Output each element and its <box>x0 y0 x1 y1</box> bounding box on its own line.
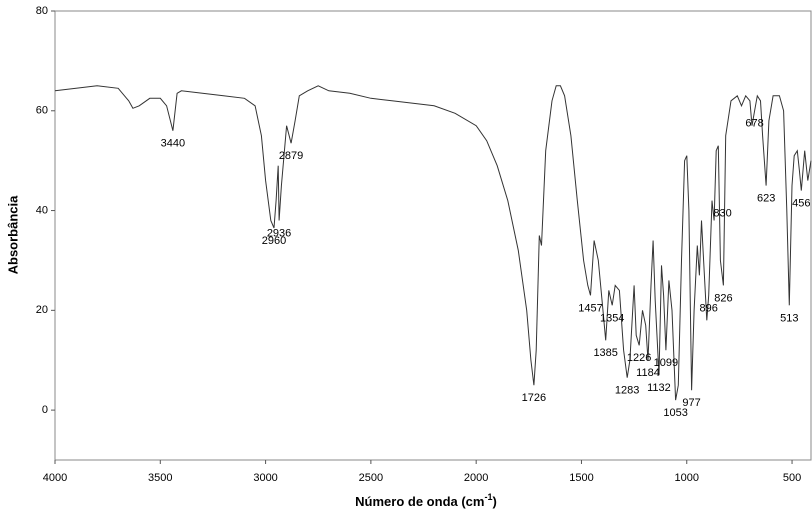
peak-label: 623 <box>757 193 775 205</box>
peak-label: 2936 <box>267 227 291 239</box>
peak-label: 2960 <box>262 235 286 247</box>
y-tick-label: 80 <box>36 5 48 17</box>
x-axis-label-tail: ) <box>492 494 496 509</box>
peak-label: 1354 <box>600 312 624 324</box>
x-tick-label: 1000 <box>675 472 699 484</box>
y-axis-label: Absorbância <box>5 195 20 275</box>
y-tick-label: 60 <box>36 105 48 117</box>
peak-label: 1726 <box>522 392 546 404</box>
x-axis-label-text: Número de onda (cm <box>355 494 484 509</box>
x-tick-label: 1500 <box>569 472 593 484</box>
peak-label: 3440 <box>161 138 185 150</box>
peak-label: 513 <box>780 312 798 324</box>
x-tick-label: 2500 <box>359 472 383 484</box>
x-tick-label: 3500 <box>148 472 172 484</box>
peak-label: 456 <box>792 198 810 210</box>
peak-label: 678 <box>745 118 763 130</box>
x-tick-label: 3000 <box>253 472 277 484</box>
peak-label: 1053 <box>663 407 687 419</box>
x-axis-label: Número de onda (cm-1) <box>355 492 497 509</box>
peak-label: 1099 <box>654 357 678 369</box>
peak-label: 1132 <box>647 382 671 394</box>
y-tick-label: 20 <box>36 304 48 316</box>
peak-label: 1226 <box>627 352 651 364</box>
peak-label: 826 <box>714 292 732 304</box>
peak-label: 1457 <box>578 302 602 314</box>
spectrum-line <box>54 85 812 401</box>
x-axis-label-sup: -1 <box>484 492 492 502</box>
peak-label: 1283 <box>615 385 639 397</box>
plot-frame <box>54 10 812 461</box>
peak-label: 2879 <box>279 150 303 162</box>
peak-label: 1385 <box>593 347 617 359</box>
x-tick-label: 500 <box>783 472 801 484</box>
y-tick-label: 0 <box>42 404 48 416</box>
x-tick-label: 2000 <box>464 472 488 484</box>
peak-label: 1184 <box>636 367 660 379</box>
peak-label: 977 <box>682 397 700 409</box>
y-tick-label: 40 <box>36 204 48 216</box>
peak-label: 896 <box>699 302 717 314</box>
x-tick-label: 4000 <box>43 472 67 484</box>
peak-label: 830 <box>713 207 731 219</box>
